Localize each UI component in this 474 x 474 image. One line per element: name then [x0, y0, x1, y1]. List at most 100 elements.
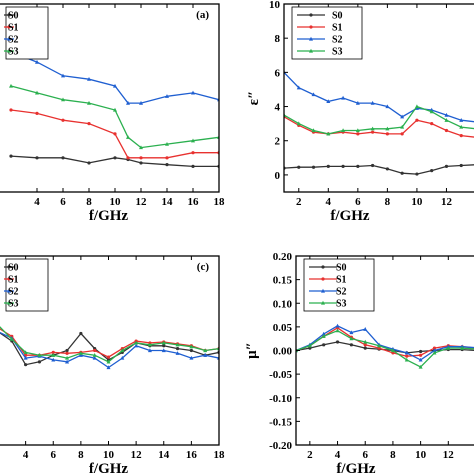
data-point: [161, 340, 166, 345]
series-line-s3: [284, 105, 474, 135]
data-point: [444, 164, 449, 168]
data-point: [459, 134, 463, 138]
legend-marker: [309, 36, 313, 41]
data-point: [326, 99, 331, 104]
data-point: [370, 126, 375, 131]
data-point: [191, 164, 195, 168]
data-point: [113, 132, 117, 136]
data-point: [191, 90, 195, 95]
data-point: [349, 343, 353, 347]
y-tick-label: 0.20: [273, 251, 293, 263]
data-point: [106, 359, 111, 364]
x-axis-label: f/GHz: [336, 461, 375, 474]
data-point: [405, 354, 409, 358]
data-point: [134, 340, 139, 345]
data-point: [400, 114, 405, 119]
data-point: [37, 353, 42, 357]
series-line-s2: [10, 51, 219, 104]
series-line-s2: [284, 71, 474, 123]
data-point: [87, 77, 91, 81]
series-line-s1: [296, 327, 474, 357]
y-axis-label: ε″: [246, 91, 262, 106]
y-tick-label: 6: [275, 67, 281, 79]
legend-marker: [321, 288, 325, 293]
data-point: [341, 164, 345, 168]
data-point: [35, 59, 39, 64]
data-point: [51, 353, 56, 357]
legend-marker: [7, 48, 11, 53]
data-point: [460, 345, 465, 350]
data-point: [189, 348, 193, 353]
x-tick-label: 12: [443, 449, 455, 461]
x-tick-label: 2: [296, 196, 302, 208]
series-line-s0: [10, 155, 219, 168]
data-point: [61, 73, 65, 78]
data-point: [385, 132, 389, 136]
data-point: [419, 353, 423, 357]
legend-marker: [7, 36, 11, 41]
data-point: [139, 161, 143, 165]
x-tick-label: 8: [86, 196, 92, 208]
data-point: [377, 343, 382, 348]
x-tick-label: 2: [307, 449, 313, 461]
data-point: [165, 141, 169, 146]
series-line-s3: [10, 85, 219, 149]
data-point: [65, 351, 69, 355]
legend-label: S3: [336, 299, 347, 310]
data-point: [311, 128, 316, 133]
x-tick-label: 8: [385, 196, 391, 208]
data-point: [139, 145, 143, 150]
data-point: [203, 353, 208, 357]
axes-frame: [283, 3, 474, 193]
data-point: [35, 90, 39, 95]
data-point: [175, 351, 180, 355]
x-axis-label: f/GHz: [89, 208, 128, 224]
data-point: [296, 121, 301, 126]
data-point: [35, 156, 39, 160]
x-axis-label: f/GHz: [89, 461, 128, 474]
series-line-s1: [284, 116, 474, 138]
data-point: [203, 348, 208, 353]
data-point: [139, 156, 143, 160]
legend-label: S0: [8, 263, 19, 274]
legend-marker: [309, 25, 313, 29]
data-point: [24, 363, 28, 367]
data-point: [87, 100, 91, 105]
series-line-s0: [284, 164, 474, 175]
legend-marker: [7, 277, 11, 281]
data-point: [459, 118, 464, 122]
data-point: [415, 172, 419, 176]
data-point: [326, 164, 330, 168]
data-point: [51, 357, 56, 362]
plot-area: [9, 49, 219, 168]
x-tick-label: 16: [186, 449, 198, 461]
x-tick-label: 4: [326, 196, 332, 208]
legend-marker: [7, 265, 11, 269]
data-point: [65, 359, 70, 364]
data-point: [147, 342, 152, 347]
y-tick-label: -0.20: [269, 440, 292, 452]
data-point: [429, 109, 434, 114]
data-point: [35, 111, 39, 115]
data-point: [61, 156, 65, 160]
data-point: [363, 327, 368, 331]
data-point: [113, 156, 117, 160]
data-point: [9, 336, 14, 341]
legend-label: S0: [332, 11, 343, 22]
data-point: [106, 355, 111, 359]
y-tick-label: 0.10: [273, 298, 293, 310]
data-point: [459, 124, 464, 129]
data-point: [444, 128, 449, 133]
data-point: [106, 365, 111, 370]
data-point: [175, 342, 180, 347]
y-tick-label: -0.15: [269, 416, 292, 428]
data-point: [363, 346, 367, 350]
x-tick-label: 4: [23, 449, 29, 461]
data-point: [147, 348, 152, 353]
y-tick-label: 10: [269, 0, 281, 11]
data-point: [400, 124, 405, 129]
data-point: [78, 351, 83, 355]
